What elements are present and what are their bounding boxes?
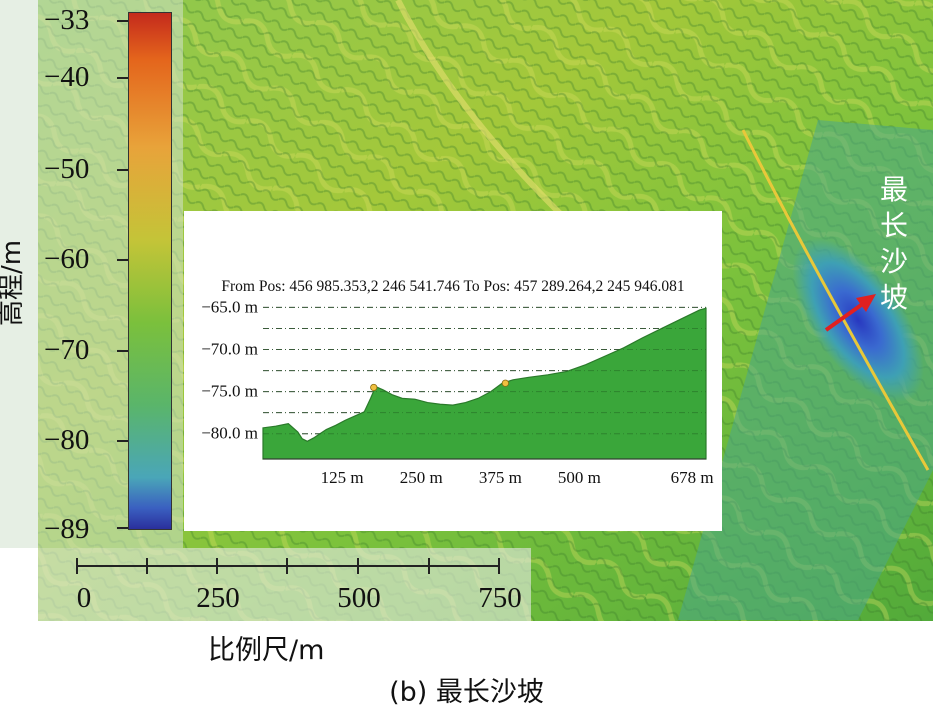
y-tick-label: −65.0 m (201, 297, 258, 316)
legend-tick-label: −60 (44, 243, 90, 275)
scale-bar (76, 565, 500, 567)
scale-label: 500 (337, 582, 381, 614)
legend-tick-mark (117, 350, 128, 352)
x-tick-label: 678 m (671, 468, 714, 487)
x-tick-label: 500 m (558, 468, 601, 487)
longest-sand-slope-label: 最长沙坡 (879, 173, 908, 314)
x-tick-label: 250 m (400, 468, 443, 487)
scale-tick (428, 558, 430, 574)
scale-label: 250 (196, 582, 240, 614)
profile-marker (501, 379, 509, 387)
x-tick-label: 375 m (479, 468, 522, 487)
chart-title: From Pos: 456 985.353,2 246 541.746 To P… (221, 278, 684, 295)
scale-label: 0 (76, 582, 92, 614)
scale-tick (146, 558, 148, 574)
legend-tick-mark (117, 77, 128, 79)
scale-tick (498, 558, 500, 574)
legend-tick-label: −70 (44, 334, 90, 366)
scale-tick (216, 558, 218, 574)
figure-caption: (b) 最长沙坡 (389, 677, 544, 708)
arrow-head-icon (856, 294, 876, 312)
x-tick-label: 125 m (321, 468, 364, 487)
depth-profile-chart: From Pos: 456 985.353,2 246 541.746 To P… (201, 278, 714, 487)
annotation-arrow (824, 301, 866, 332)
legend-tick-mark (117, 169, 128, 171)
legend-tick-label: −80 (44, 424, 90, 456)
elevation-axis-label: 高程/m (0, 239, 27, 327)
scale-tick (76, 558, 78, 574)
legend-tick-label: −89 (44, 513, 90, 545)
legend-tick-mark (117, 527, 128, 529)
depth-profile-inset: From Pos: 456 985.353,2 246 541.746 To P… (184, 211, 722, 531)
scale-label: 750 (478, 582, 522, 614)
scale-tick (286, 558, 288, 574)
legend-tick-label: −50 (44, 153, 90, 185)
scale-tick (357, 558, 359, 574)
legend-tick-mark (117, 440, 128, 442)
y-tick-label: −80.0 m (201, 424, 258, 443)
elevation-colorbar (128, 12, 172, 530)
legend-tick-mark (117, 20, 128, 22)
profile-marker (370, 383, 378, 392)
legend-tick-label: −40 (44, 61, 90, 93)
scale-bar-title: 比例尺/m (208, 635, 325, 666)
legend-tick-mark (117, 259, 128, 261)
scale-bar-panel (38, 548, 531, 621)
profile-area (262, 307, 707, 460)
y-tick-label: −75.0 m (201, 382, 258, 401)
legend-tick-label: −33 (44, 4, 90, 36)
y-tick-label: −70.0 m (201, 340, 258, 359)
